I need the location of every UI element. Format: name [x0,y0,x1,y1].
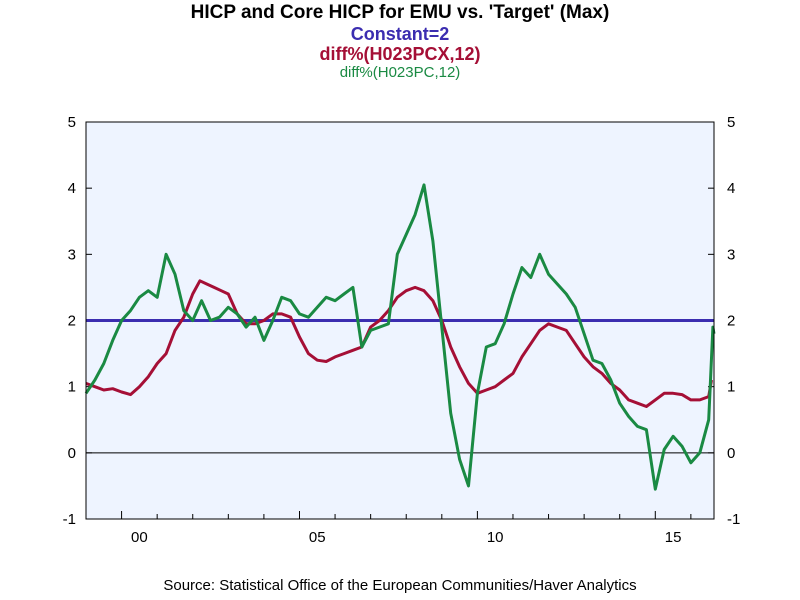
plot-frame [85,121,715,520]
y-tick-label-right: 3 [727,246,735,263]
chart-titles: HICP and Core HICP for EMU vs. 'Target' … [0,2,800,82]
series-line-diff-h023pc-12 [84,183,716,491]
y-tick-label-right: 1 [727,379,735,396]
legend-constant: Constant=2 [350,24,450,44]
legend-hicp: diff%(H023PC,12) [339,64,461,81]
y-tick-label-left: -1 [63,511,76,528]
source-note: Source: Statistical Office of the Europe… [163,577,637,594]
y-tick-label-left: 4 [68,180,76,197]
chart-title: HICP and Core HICP for EMU vs. 'Target' … [190,2,610,23]
x-tick-label: 05 [309,529,326,546]
y-tick-label-left: 2 [68,313,76,330]
x-tick-label: 15 [665,529,682,546]
legend-core-hicp: diff%(H023PCX,12) [319,44,481,64]
y-tick-label-right: 5 [727,114,735,131]
y-tick-label-right: 2 [727,313,735,330]
y-tick-label-left: 1 [68,379,76,396]
y-tick-label-right: 0 [727,445,735,462]
y-tick-label-right: -1 [727,511,740,528]
x-tick-label: 10 [487,529,504,546]
x-tick-label: 00 [131,529,148,546]
y-tick-label-left: 3 [68,246,76,263]
y-tick-label-left: 5 [68,114,76,131]
y-tick-label-left: 0 [68,445,76,462]
y-tick-label-right: 4 [727,180,735,197]
